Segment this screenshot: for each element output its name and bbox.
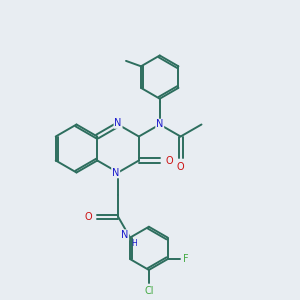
Text: O: O (177, 161, 184, 172)
Text: O: O (165, 155, 173, 166)
Text: Cl: Cl (144, 286, 154, 296)
Text: N: N (156, 119, 164, 130)
Text: F: F (183, 254, 189, 264)
Text: N: N (114, 118, 122, 128)
Text: H: H (131, 239, 137, 248)
Text: N: N (112, 167, 119, 178)
Text: N: N (121, 230, 128, 240)
Text: O: O (85, 212, 93, 222)
